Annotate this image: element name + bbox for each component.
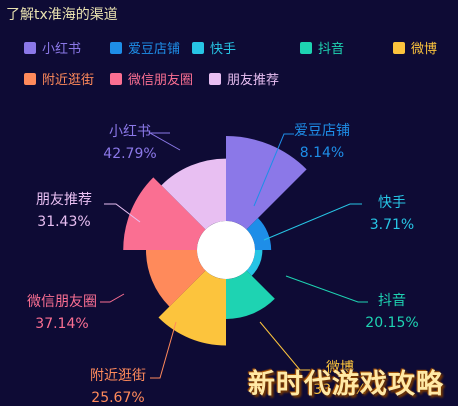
slice-name-label: 朋友推荐 [36,192,92,208]
slice-value-label: 42.79% [103,146,156,162]
legend-label: 小红书 [42,42,82,57]
label-leader-line [263,203,362,241]
legend-label: 朋友推荐 [227,73,280,88]
watermark-text: 新时代游戏攻略 [248,369,444,400]
slice-name-label: 微博 [326,359,354,376]
slice-name-label: 爱豆店铺 [294,123,350,139]
legend-label: 微信朋友圈 [128,73,194,88]
legend-item[interactable]: 朋友推荐 [209,69,279,88]
label-leader-line [148,132,181,151]
slice-value-label: 31.43% [37,214,90,230]
legend-swatch [24,72,36,85]
legend-item[interactable]: 微信朋友圈 [110,69,193,88]
legend-swatch [393,41,405,54]
slice-value-label: 8.14% [300,145,344,161]
slice-name-label: 微信朋友圈 [27,294,97,310]
legend-label: 爱豆店铺 [128,42,181,57]
slice-value-label: 25.67% [91,390,144,406]
label-leader-line [285,275,368,303]
slice-value-label: 20.15% [365,315,418,331]
slice-name-label: 抖音 [378,292,406,309]
slice-value-label: 37.14% [35,316,88,332]
legend-label: 抖音 [318,42,345,57]
rose-sector[interactable] [246,250,263,276]
label-leader-line [259,321,310,371]
rose-sector[interactable] [226,270,275,320]
slice-name-label: 附近逛街 [90,368,146,384]
legend-item[interactable]: 抖音 [300,38,344,57]
rose-sector[interactable] [158,270,226,346]
slice-name-label: 快手 [378,195,406,211]
legend-label: 附近逛街 [42,73,95,88]
legend-swatch [110,41,122,54]
legend-label: 微博 [411,42,438,57]
legend-swatch [209,72,221,85]
label-leader-line [150,321,177,379]
rose-sector[interactable] [146,250,206,307]
label-leader-line [104,203,141,223]
rose-sector[interactable] [246,218,272,250]
slice-value-label: 3.71% [370,217,414,233]
legend-swatch [300,41,312,54]
label-leader-line [100,293,125,303]
center-hole [197,221,255,279]
legend-item[interactable]: 附近逛街 [24,69,94,88]
legend-swatch [110,72,122,85]
rose-sector[interactable] [226,136,307,230]
slice-name-label: 小红书 [109,124,151,140]
chart-title: 了解tx淮海的渠道 [6,7,118,23]
legend-swatch [192,41,204,54]
rose-sector[interactable] [161,158,226,230]
legend-item[interactable]: 微博 [393,38,437,57]
rose-sector[interactable] [123,177,206,250]
chart-legend: 小红书 爱豆店铺 快手 抖音 微博附近逛街 微信朋友圈 朋友推荐 [0,38,458,90]
legend-item[interactable]: 小红书 [24,38,81,57]
label-leader-line [253,133,294,207]
legend-swatch [24,41,36,54]
legend-label: 快手 [210,42,237,57]
slice-value-label: 33.46% [313,382,366,398]
legend-item[interactable]: 爱豆店铺 [110,38,180,57]
legend-item[interactable]: 快手 [192,38,236,57]
